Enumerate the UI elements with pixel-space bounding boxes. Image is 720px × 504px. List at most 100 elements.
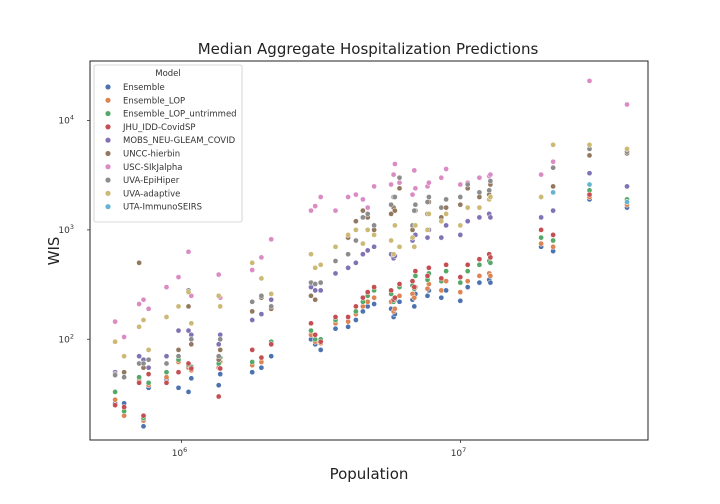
data-point xyxy=(487,214,494,221)
data-point xyxy=(215,393,222,400)
legend-entry: UVA-EpiHiper xyxy=(123,176,180,186)
data-point xyxy=(249,347,256,353)
data-point xyxy=(464,218,471,225)
data-point xyxy=(392,161,398,167)
data-point xyxy=(332,270,339,277)
data-point xyxy=(215,341,222,348)
legend-entry: Ensemble xyxy=(123,83,165,93)
data-point xyxy=(390,251,397,258)
data-point xyxy=(185,289,192,295)
legend: Model Ensemble Ensemble_LOP Ensemble_LOP_un… xyxy=(93,64,243,223)
data-point xyxy=(388,211,394,217)
data-point xyxy=(457,297,464,304)
data-point xyxy=(308,207,314,214)
data-point xyxy=(457,181,464,188)
data-point xyxy=(258,364,265,371)
data-point xyxy=(624,101,630,108)
data-point xyxy=(308,292,314,299)
data-point xyxy=(217,347,224,353)
data-point xyxy=(388,237,394,244)
data-point xyxy=(538,227,544,233)
data-point xyxy=(392,305,398,312)
data-point xyxy=(396,185,403,192)
data-point xyxy=(550,237,556,244)
data-point xyxy=(364,298,371,305)
data-point xyxy=(140,296,147,303)
data-point xyxy=(112,318,118,325)
data-point xyxy=(364,211,371,217)
data-point xyxy=(258,311,265,317)
data-point xyxy=(396,174,403,181)
data-point xyxy=(538,214,544,221)
data-point xyxy=(624,199,630,205)
data-point xyxy=(550,189,556,196)
series-1 xyxy=(112,194,630,424)
data-point xyxy=(424,227,431,233)
data-point xyxy=(185,248,192,255)
legend-marker xyxy=(104,177,112,184)
data-point xyxy=(550,243,556,250)
data-point xyxy=(443,287,449,294)
data-point xyxy=(317,194,324,200)
data-point xyxy=(438,204,445,211)
series-8 xyxy=(112,141,630,360)
data-point xyxy=(371,301,377,307)
data-point xyxy=(175,353,182,360)
legend-entry: MOBS_NEU-GLEAM_COVID xyxy=(123,136,236,146)
data-point xyxy=(586,152,593,159)
data-point xyxy=(426,211,432,217)
data-point xyxy=(353,303,359,310)
data-point xyxy=(175,369,182,376)
data-point xyxy=(345,264,351,271)
data-point xyxy=(550,158,556,165)
data-point xyxy=(175,274,182,280)
data-point xyxy=(412,201,419,208)
data-point xyxy=(353,317,359,323)
data-point xyxy=(268,353,275,360)
data-point xyxy=(388,287,394,294)
data-point xyxy=(396,298,403,305)
data-point xyxy=(424,273,431,279)
data-point xyxy=(217,336,224,343)
data-point xyxy=(624,183,630,190)
data-point xyxy=(360,308,366,315)
data-point xyxy=(438,275,445,282)
data-point xyxy=(145,364,152,371)
data-point xyxy=(112,396,118,403)
data-point xyxy=(136,323,142,330)
data-point xyxy=(411,167,418,174)
data-point xyxy=(371,232,377,238)
data-point xyxy=(412,273,419,279)
data-point xyxy=(145,347,152,353)
legend-marker xyxy=(104,123,112,130)
data-point xyxy=(308,251,314,258)
data-point xyxy=(163,353,170,360)
data-point xyxy=(268,303,275,310)
data-point xyxy=(353,227,359,233)
data-point xyxy=(312,281,319,287)
data-point xyxy=(409,234,416,241)
data-point xyxy=(249,267,256,273)
series-3 xyxy=(112,191,630,419)
data-point xyxy=(249,359,256,365)
axis-ticks: 106 107 102 103 104 xyxy=(58,114,466,459)
legend-marker xyxy=(104,83,112,91)
data-point xyxy=(476,261,483,268)
data-point xyxy=(411,294,418,301)
data-point xyxy=(317,279,324,286)
data-point xyxy=(268,296,275,303)
data-point xyxy=(411,303,418,310)
data-point xyxy=(412,268,419,274)
x-tick-label: 106 xyxy=(172,446,188,459)
data-point xyxy=(345,232,351,238)
legend-frame xyxy=(93,64,243,223)
data-point xyxy=(476,273,483,279)
data-point xyxy=(457,279,464,286)
data-point xyxy=(136,374,142,381)
data-point xyxy=(443,211,449,217)
data-point xyxy=(215,271,222,278)
data-point xyxy=(371,284,377,290)
data-point xyxy=(353,191,359,198)
data-point xyxy=(360,207,366,214)
data-point xyxy=(140,360,147,367)
